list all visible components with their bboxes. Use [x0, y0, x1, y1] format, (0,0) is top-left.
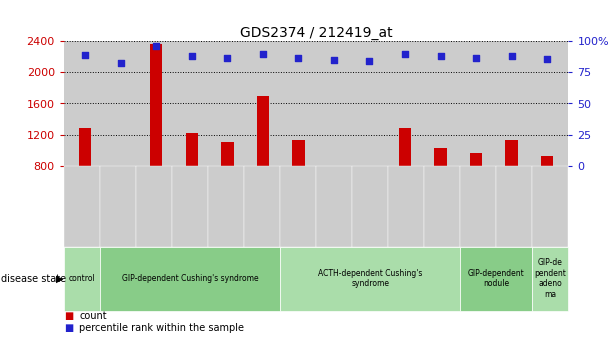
Text: disease state: disease state: [1, 274, 66, 284]
Point: [542, 56, 552, 61]
Bar: [470, 153, 482, 166]
Point: [329, 57, 339, 63]
Text: ■: ■: [64, 323, 73, 333]
Text: GIP-de
pendent
adeno
ma: GIP-de pendent adeno ma: [534, 258, 567, 299]
Point: [506, 53, 516, 59]
Title: GDS2374 / 212419_at: GDS2374 / 212419_at: [240, 26, 393, 40]
Text: control: control: [69, 274, 95, 283]
Text: count: count: [79, 311, 106, 321]
Point: [187, 53, 196, 59]
Text: ■: ■: [64, 311, 73, 321]
Point: [471, 55, 481, 60]
Bar: [150, 44, 162, 166]
Bar: [79, 128, 91, 166]
Point: [365, 59, 375, 64]
Bar: [221, 141, 233, 166]
Point: [436, 53, 446, 59]
Point: [294, 55, 303, 60]
Point: [400, 51, 410, 57]
Bar: [434, 148, 447, 166]
Text: GIP-dependent Cushing's syndrome: GIP-dependent Cushing's syndrome: [122, 274, 258, 283]
Bar: [292, 140, 305, 166]
Bar: [363, 166, 376, 167]
Bar: [399, 128, 411, 166]
Point: [258, 51, 268, 57]
Text: GIP-dependent
nodule: GIP-dependent nodule: [468, 269, 525, 288]
Point: [151, 43, 161, 49]
Point: [80, 52, 90, 58]
Point: [223, 55, 232, 60]
Text: ▶: ▶: [56, 274, 63, 284]
Text: ACTH-dependent Cushing's
syndrome: ACTH-dependent Cushing's syndrome: [318, 269, 423, 288]
Bar: [541, 156, 553, 166]
Text: percentile rank within the sample: percentile rank within the sample: [79, 323, 244, 333]
Point: [116, 60, 126, 65]
Bar: [505, 140, 518, 166]
Bar: [257, 96, 269, 166]
Bar: [185, 133, 198, 166]
